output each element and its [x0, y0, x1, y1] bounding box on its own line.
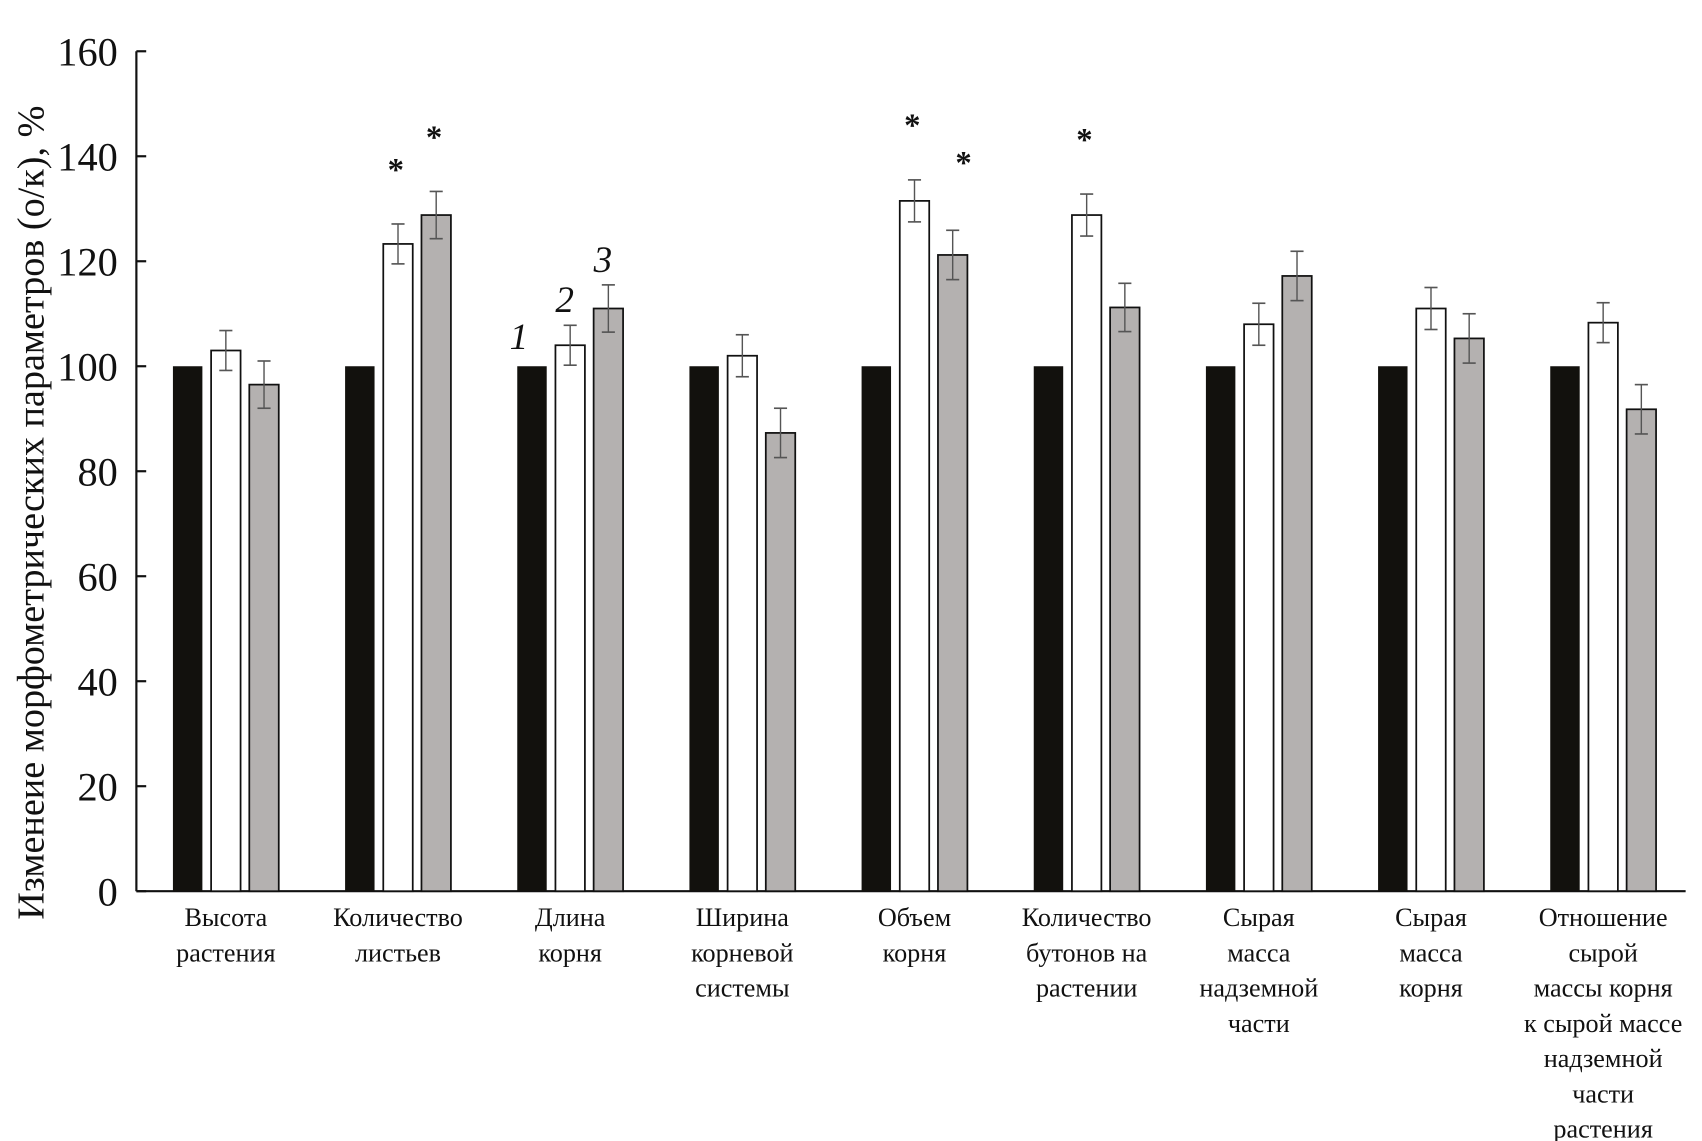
x-category-label: надземной [1199, 974, 1318, 1003]
x-category-label: Объем [878, 903, 951, 932]
significance-star: * [955, 146, 971, 182]
x-category-label: массы корня [1534, 974, 1673, 1003]
bar-series-1 [172, 366, 203, 892]
x-category-label: растения [176, 938, 275, 967]
bar-series-1 [1205, 366, 1236, 892]
y-tick-label: 0 [98, 869, 118, 914]
x-category-label: части [1572, 1079, 1634, 1108]
bar-series-2 [1243, 323, 1275, 893]
labels: Высота растения Количество листьев * * Длина ко… [176, 108, 1682, 1141]
x-category-label: Ширина [696, 903, 790, 932]
x-category-label: к сырой массе [1524, 1009, 1682, 1038]
x-category-label: сырой [1568, 938, 1637, 967]
significance-star: * [904, 108, 920, 144]
x-category-label: надземной [1544, 1044, 1663, 1073]
x-category-label: Количество [333, 903, 463, 932]
x-category-label: масса [1399, 938, 1463, 967]
x-category-label: Сырая [1223, 903, 1295, 932]
bar-series-1 [517, 366, 547, 892]
bar-series-2 [1071, 214, 1103, 893]
y-tick-label: 80 [77, 449, 117, 494]
bar-series-3 [764, 432, 797, 893]
bar-series-2 [554, 344, 586, 893]
bar-series-1 [861, 366, 892, 892]
bar-series-3 [420, 214, 452, 893]
bar-series-2 [1587, 321, 1619, 893]
x-category-label: растении [1036, 974, 1137, 1003]
x-category-label: растения [1553, 1115, 1652, 1141]
bar-series-3 [592, 307, 624, 893]
bar-series-3 [1109, 306, 1141, 893]
x-category-label: Отношение [1539, 903, 1668, 932]
bar-series-1 [689, 366, 719, 892]
y-tick-label: 120 [57, 239, 118, 284]
x-category-label: листьев [355, 938, 441, 967]
bar-series-2 [210, 349, 242, 893]
y-tick-label: 40 [77, 659, 117, 704]
significance-star: * [426, 120, 442, 156]
y-tick-label: 20 [77, 764, 117, 809]
bar-series-1 [1378, 366, 1408, 892]
bar-series-3 [248, 383, 280, 893]
x-category-label: Длина [535, 903, 606, 932]
x-category-label: корня [883, 938, 947, 967]
x-category-label: корневой [691, 938, 793, 967]
bar-series-3 [1453, 337, 1485, 893]
x-category-label: системы [695, 974, 789, 1003]
series-label-2: 2 [555, 280, 574, 321]
bar-series-3 [1281, 275, 1313, 893]
bar-series-3 [937, 254, 969, 893]
y-tick-label: 160 [57, 29, 118, 74]
x-category-label: Сырая [1395, 903, 1467, 932]
significance-star: * [1076, 122, 1092, 158]
bar-series-1 [1033, 366, 1064, 892]
x-category-label: корня [538, 938, 602, 967]
x-category-label: Количество [1022, 903, 1152, 932]
bar-series-2 [726, 354, 758, 893]
bars [172, 179, 1657, 893]
series-label-3: 3 [593, 240, 613, 281]
y-tick-label: 100 [57, 344, 118, 389]
x-category-label: бутонов на [1026, 938, 1148, 967]
significance-star: * [388, 152, 404, 188]
y-axis-label: Изменеие морфометрических параметров (о/… [11, 106, 53, 920]
bar-series-1 [1550, 366, 1580, 892]
x-category-label: корня [1399, 974, 1463, 1003]
bar-series-2 [382, 243, 414, 893]
x-category-label: части [1228, 1009, 1290, 1038]
bar-series-1 [345, 366, 375, 892]
y-tick-label: 60 [77, 554, 117, 599]
bar-series-3 [1625, 408, 1657, 893]
series-label-1: 1 [510, 317, 529, 358]
x-category-label: масса [1227, 938, 1291, 967]
y-tick-label: 140 [57, 134, 118, 179]
bar-series-2 [898, 200, 931, 893]
bar-series-2 [1415, 307, 1447, 893]
x-category-label: Высота [184, 903, 267, 932]
